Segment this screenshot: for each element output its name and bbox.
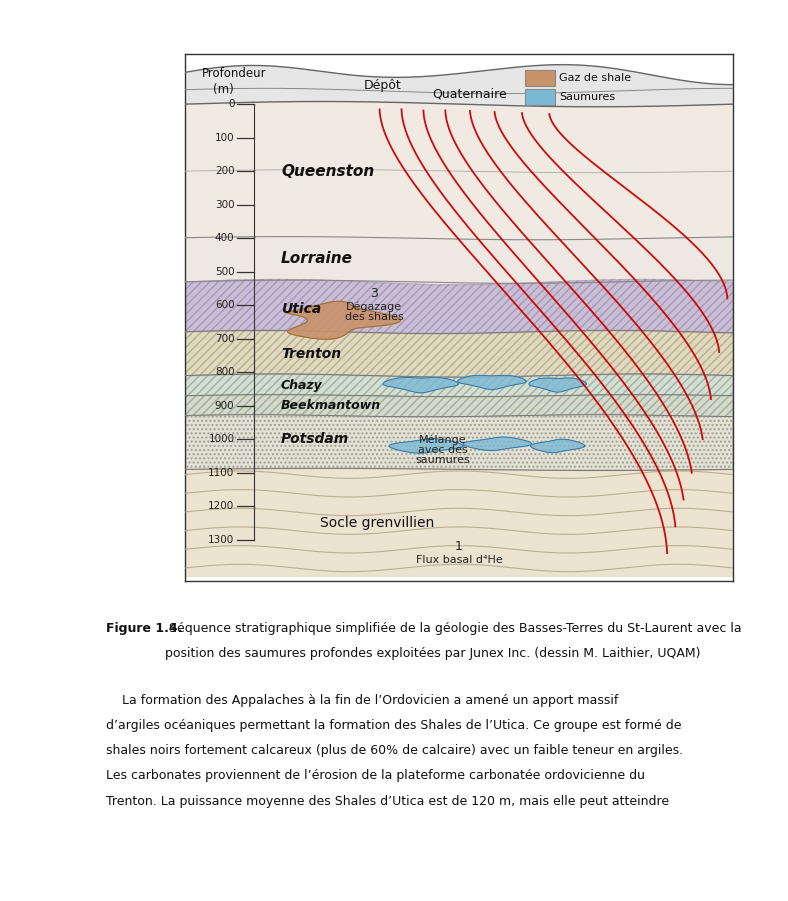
Text: avec des: avec des	[418, 444, 467, 455]
Polygon shape	[389, 439, 463, 453]
Text: Potsdam: Potsdam	[281, 432, 349, 446]
Text: Dépôt: Dépôt	[363, 79, 401, 92]
Text: Queenston: Queenston	[281, 164, 374, 178]
Text: Quaternaire: Quaternaire	[433, 87, 507, 101]
Text: 400: 400	[215, 233, 235, 243]
Text: shales noirs fortement calcareux (plus de 60% de calcaire) avec un faible teneur: shales noirs fortement calcareux (plus d…	[106, 744, 683, 757]
Text: (m): (m)	[213, 83, 233, 96]
Text: Séquence stratigraphique simplifiée de la géologie des Basses-Terres du St-Laure: Séquence stratigraphique simplifiée de l…	[165, 622, 742, 634]
Text: 1200: 1200	[208, 501, 235, 511]
Text: Dégazage: Dégazage	[346, 302, 402, 313]
Bar	[525, 70, 555, 86]
Text: 100: 100	[215, 132, 235, 142]
Text: Gaz de shale: Gaz de shale	[559, 73, 631, 83]
Polygon shape	[529, 378, 586, 392]
Text: 3: 3	[370, 287, 378, 300]
Polygon shape	[458, 376, 526, 389]
Polygon shape	[288, 301, 400, 340]
Text: Les carbonates proviennent de l’érosion de la plateforme carbonatée ordovicienne: Les carbonates proviennent de l’érosion …	[106, 769, 645, 782]
Text: Socle grenvillien: Socle grenvillien	[320, 516, 434, 530]
Text: 900: 900	[215, 401, 235, 411]
Polygon shape	[463, 437, 532, 450]
Text: Beekmantown: Beekmantown	[281, 399, 381, 412]
Text: 0: 0	[228, 99, 235, 109]
Text: 1: 1	[455, 540, 463, 553]
Text: 500: 500	[215, 267, 235, 277]
Text: Trenton: Trenton	[281, 347, 341, 360]
Text: position des saumures profondes exploitées par Junex Inc. (dessin M. Laithier, U: position des saumures profondes exploité…	[165, 647, 701, 660]
Bar	[525, 89, 555, 105]
Polygon shape	[383, 378, 459, 393]
Text: Trenton. La puissance moyenne des Shales d’Utica est de 120 m, mais elle peut at: Trenton. La puissance moyenne des Shales…	[106, 795, 670, 807]
Text: 1300: 1300	[208, 534, 235, 545]
Text: des shales: des shales	[344, 313, 403, 323]
Text: 200: 200	[215, 166, 235, 177]
Text: Mélange: Mélange	[418, 434, 466, 444]
Text: 600: 600	[215, 300, 235, 310]
Text: 300: 300	[215, 200, 235, 210]
Text: La formation des Appalaches à la fin de l’Ordovicien a amené un apport massif: La formation des Appalaches à la fin de …	[106, 694, 619, 706]
Text: d’argiles océaniques permettant la formation des Shales de l’Utica. Ce groupe es: d’argiles océaniques permettant la forma…	[106, 719, 682, 732]
Text: 700: 700	[215, 333, 235, 343]
Text: 800: 800	[215, 368, 235, 378]
Text: Saumures: Saumures	[559, 92, 615, 103]
Text: Profondeur: Profondeur	[202, 68, 266, 80]
Text: Flux basal d⁴He: Flux basal d⁴He	[415, 555, 503, 565]
Text: Lorraine: Lorraine	[281, 250, 353, 266]
Text: Figure 1.4.: Figure 1.4.	[106, 622, 183, 634]
Polygon shape	[530, 439, 585, 452]
Text: Utica: Utica	[281, 302, 322, 315]
Text: Chazy: Chazy	[281, 379, 323, 392]
Text: 1000: 1000	[208, 434, 235, 444]
Text: saumures: saumures	[415, 455, 470, 465]
Text: 1100: 1100	[208, 468, 235, 478]
